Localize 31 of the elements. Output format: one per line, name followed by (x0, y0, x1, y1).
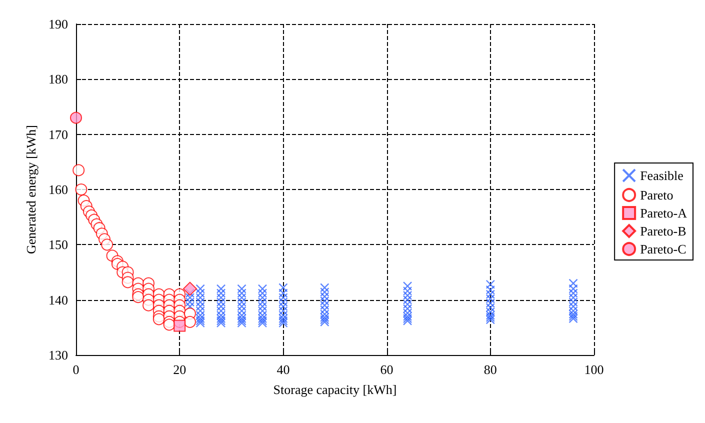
legend-label: Pareto-B (640, 224, 687, 238)
legend-label: Pareto-A (640, 206, 688, 220)
y-tick-label: 140 (48, 292, 68, 308)
x-tick-label: 0 (72, 362, 80, 377)
legend-label: Pareto-C (640, 242, 686, 256)
y-tick-label: 180 (48, 72, 68, 87)
point (132, 291, 144, 304)
y-tick-label: 160 (48, 182, 68, 197)
y-tick-label: 170 (48, 126, 68, 142)
y-axis-title: Generated energy [kWh] (24, 125, 39, 254)
x-tick-label: 100 (584, 362, 604, 377)
y-tick-label: 190 (48, 16, 68, 32)
x-tick-label: 40 (276, 362, 290, 377)
x-tick-label: 60 (380, 362, 394, 377)
y-tick-label: 130 (48, 348, 68, 362)
y-tick-label: 150 (48, 237, 68, 252)
point (122, 276, 134, 288)
point (70, 112, 82, 124)
point (142, 299, 155, 312)
point (163, 318, 176, 331)
point (75, 184, 88, 196)
x-axis-title: Storage capacity [kWh] (273, 382, 397, 397)
point (72, 164, 85, 176)
legend-label: Pareto (640, 188, 674, 202)
point (174, 320, 186, 332)
legend-label: Feasible (640, 168, 684, 183)
x-tick-label: 20 (173, 362, 186, 377)
point (101, 238, 114, 251)
point (184, 316, 196, 328)
point (152, 313, 165, 326)
x-tick-label: 80 (484, 362, 497, 377)
